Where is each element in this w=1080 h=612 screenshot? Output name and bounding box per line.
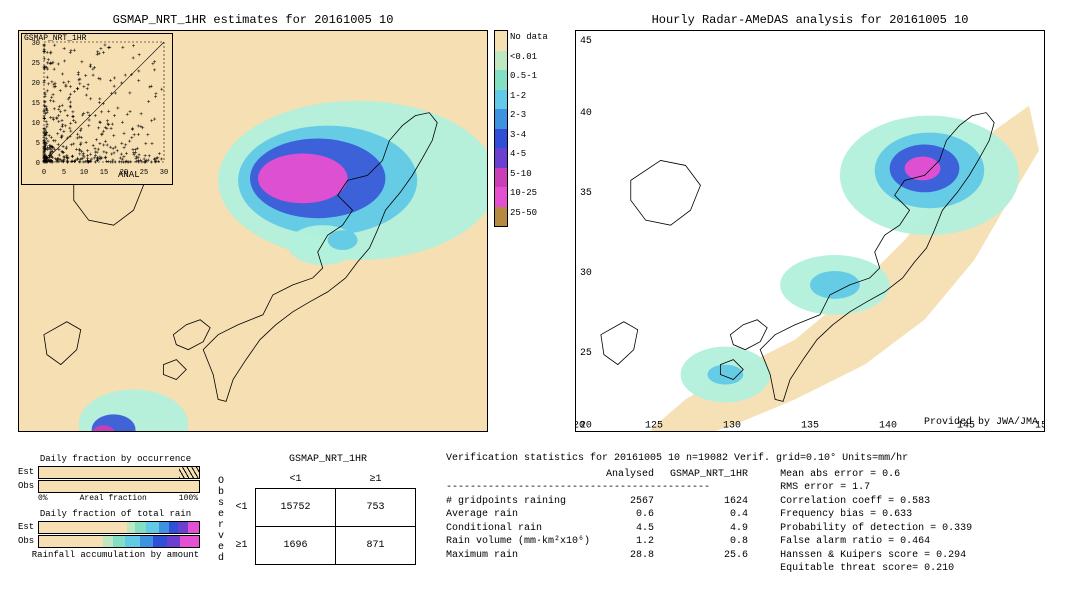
rain-est-bar (38, 521, 200, 534)
cont-10: 1696 (255, 526, 336, 565)
frac-est-bar (38, 466, 200, 479)
cont-00: 15752 (255, 488, 336, 527)
svg-text:0: 0 (36, 160, 40, 168)
cont-row-0: <1 (227, 488, 256, 527)
stats-panel: Verification statistics for 20161005 10 … (446, 452, 1066, 576)
frac-title-2: Daily fraction of total rain (18, 509, 213, 519)
rain-obs-lbl: Obs (18, 536, 34, 546)
left-map-title: GSMAP_NRT_1HR estimates for 20161005 10 (19, 13, 487, 27)
inset-label: GSMAP_NRT_1HR (24, 34, 86, 43)
frac-caption: Rainfall accumulation by amount (18, 550, 213, 560)
svg-text:5: 5 (36, 140, 40, 148)
rain-est-lbl: Est (18, 522, 34, 532)
cont-title: GSMAP_NRT_1HR (228, 454, 428, 465)
svg-text:30: 30 (160, 169, 168, 177)
svg-text:30: 30 (580, 267, 592, 278)
scatter-inset: 005510101515202025253030 GSMAP_NRT_1HR A… (21, 33, 173, 185)
inset-xlabel: ANAL (118, 170, 140, 180)
radar-amedas-panel: Hourly Radar-AMeDAS analysis for 2016100… (575, 30, 1045, 432)
svg-text:25: 25 (140, 169, 148, 177)
observed-label: Observed (218, 476, 224, 564)
frac-est-lbl: Est (18, 467, 34, 477)
stats-divider: ----------------------------------------… (446, 481, 756, 495)
gsmap-estimate-panel: GSMAP_NRT_1HR estimates for 20161005 10 … (18, 30, 488, 432)
frac-obs-bar (38, 480, 200, 493)
svg-text:20: 20 (32, 80, 40, 88)
stats-col-b: GSMAP_NRT_1HR (662, 468, 756, 482)
svg-text:135: 135 (801, 419, 819, 430)
cont-row-1: ≥1 (227, 526, 256, 565)
svg-text:125: 125 (645, 419, 663, 430)
right-map-title: Hourly Radar-AMeDAS analysis for 2016100… (576, 13, 1044, 27)
svg-text:35: 35 (580, 187, 592, 198)
svg-text:130: 130 (723, 419, 741, 430)
svg-text:0: 0 (42, 169, 46, 177)
stats-left: Analysed GSMAP_NRT_1HR -----------------… (446, 468, 756, 576)
svg-text:10: 10 (32, 120, 40, 128)
svg-text:45: 45 (580, 35, 592, 46)
right-map-svg: 120125130135140145150202530354045 (576, 31, 1044, 431)
svg-text:10: 10 (80, 169, 88, 177)
cont-col-0: <1 (255, 470, 336, 489)
rain-obs-bar (38, 535, 200, 548)
colorbar-legend: No data<0.010.5-11-22-33-44-55-1010-2525… (494, 30, 564, 227)
contingency-table: GSMAP_NRT_1HR <1 ≥1 <1 15752 753 ≥1 1696… (228, 452, 428, 565)
stats-col-a: Analysed (598, 468, 662, 482)
cont-01: 753 (335, 488, 416, 527)
svg-text:5: 5 (62, 169, 66, 177)
fraction-panel: Daily fraction by occurrence Est Obs 0% … (18, 452, 213, 562)
svg-text:25: 25 (580, 347, 592, 358)
svg-text:25: 25 (32, 60, 40, 68)
stats-header: Verification statistics for 20161005 10 … (446, 452, 1066, 466)
frac-obs-lbl: Obs (18, 481, 34, 491)
frac-axis: 0% Areal fraction 100% (38, 494, 198, 503)
bottom-panels: Daily fraction by occurrence Est Obs 0% … (18, 452, 1062, 612)
frac-title-1: Daily fraction by occurrence (18, 454, 213, 464)
svg-text:20: 20 (580, 419, 592, 430)
cont-11: 871 (335, 526, 416, 565)
svg-text:15: 15 (100, 169, 108, 177)
svg-text:15: 15 (32, 100, 40, 108)
svg-text:40: 40 (580, 107, 592, 118)
data-credit: Provided by JWA/JMA (924, 417, 1038, 428)
cont-col-1: ≥1 (335, 470, 416, 489)
stats-right: Mean abs error = 0.6RMS error = 1.7Corre… (780, 468, 972, 576)
svg-text:140: 140 (879, 419, 897, 430)
